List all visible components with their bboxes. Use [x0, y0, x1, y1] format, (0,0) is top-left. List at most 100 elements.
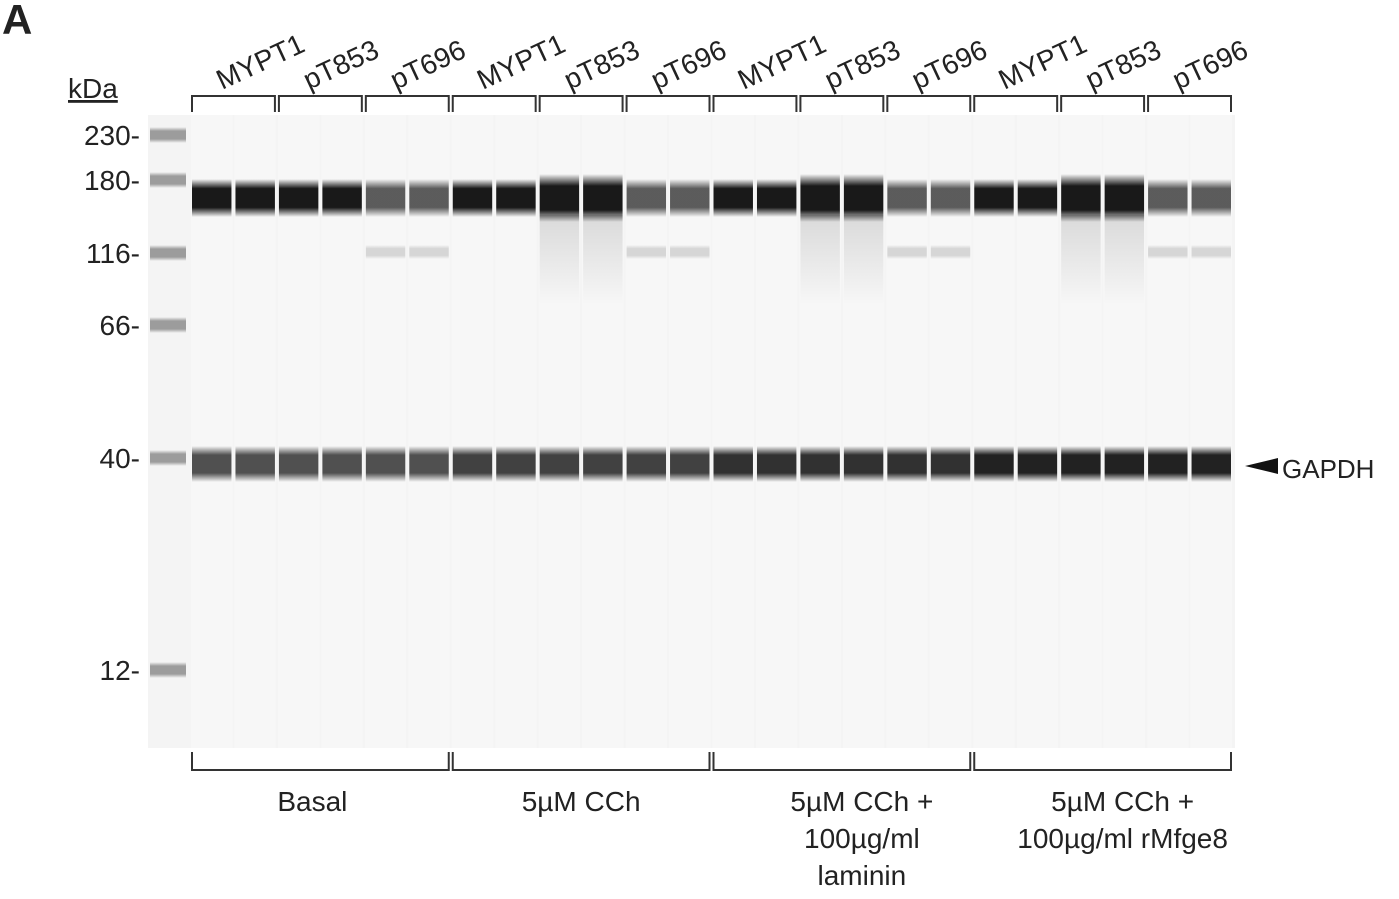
antibody-label: MYPT1	[472, 28, 570, 96]
ladder-band	[150, 662, 186, 678]
panel-label: A	[2, 0, 32, 43]
gapdh-band	[1017, 446, 1058, 482]
smear	[539, 215, 580, 305]
upper-band	[756, 179, 797, 217]
top-bracket	[886, 95, 972, 112]
group-label: 5µM CCh +	[1051, 786, 1194, 817]
antibody-label: pT696	[907, 34, 992, 96]
ladder-band	[150, 245, 186, 261]
ladder-band	[150, 317, 186, 333]
unit-label: kDa	[68, 73, 118, 104]
gapdh-band	[1104, 446, 1145, 482]
gapdh-band	[1191, 446, 1231, 482]
minor-band	[409, 245, 449, 259]
lane	[277, 115, 320, 748]
gapdh-arrow	[1245, 458, 1278, 474]
lane	[1190, 115, 1232, 748]
upper-band	[409, 179, 449, 217]
group-label: 100µg/ml	[804, 823, 920, 854]
minor-band	[887, 245, 927, 259]
marker-label: 40-	[100, 443, 140, 474]
gapdh-band	[626, 446, 667, 482]
lane	[1147, 115, 1189, 748]
upper-band	[452, 179, 493, 217]
bottom-bracket	[451, 752, 711, 771]
antibody-label: pT696	[385, 34, 470, 96]
bottom-bracket	[973, 752, 1232, 771]
upper-band	[713, 179, 753, 217]
smear	[583, 215, 623, 305]
lane	[234, 115, 276, 748]
lane	[712, 115, 754, 748]
band-label: GAPDH	[1282, 454, 1374, 484]
bottom-bracket	[191, 752, 450, 771]
gapdh-band	[192, 446, 232, 482]
lane	[1016, 115, 1059, 748]
gapdh-band	[800, 446, 840, 482]
antibody-label: pT853	[820, 34, 905, 96]
gapdh-band	[670, 446, 710, 482]
gapdh-band	[583, 446, 623, 482]
gapdh-band	[452, 446, 493, 482]
gapdh-band	[496, 446, 536, 482]
lane	[191, 115, 233, 748]
lane	[625, 115, 668, 748]
gapdh-band	[365, 446, 406, 482]
smear	[843, 215, 884, 305]
marker-label: 230-	[84, 120, 140, 151]
gapdh-band	[930, 446, 971, 482]
top-bracket	[277, 95, 363, 112]
bottom-bracket	[712, 752, 972, 771]
top-bracket	[712, 95, 798, 112]
minor-band	[1191, 245, 1231, 259]
gapdh-band	[1148, 446, 1188, 482]
upper-band	[800, 174, 840, 222]
upper-band	[192, 179, 232, 217]
lane	[973, 115, 1015, 748]
upper-band	[1061, 174, 1101, 222]
upper-band	[235, 179, 275, 217]
ladder-band	[150, 172, 186, 188]
gapdh-band	[409, 446, 449, 482]
marker-label: 66-	[100, 310, 140, 341]
antibody-label: MYPT1	[994, 28, 1092, 96]
gapdh-band	[756, 446, 797, 482]
upper-band	[365, 179, 406, 217]
upper-band	[322, 179, 362, 217]
group-label: laminin	[818, 860, 907, 891]
gapdh-band	[713, 446, 753, 482]
lane	[364, 115, 407, 748]
upper-band	[1104, 174, 1145, 222]
upper-band	[1017, 179, 1058, 217]
upper-band	[1148, 179, 1188, 217]
gapdh-band	[539, 446, 580, 482]
upper-band	[670, 179, 710, 217]
upper-band	[496, 179, 536, 217]
upper-band	[539, 174, 580, 222]
group-label: 5µM CCh +	[790, 786, 933, 817]
top-bracket	[451, 95, 537, 112]
upper-band	[887, 179, 927, 217]
group-label: 100µg/ml rMfge8	[1017, 823, 1228, 854]
upper-band	[1191, 179, 1231, 217]
smear	[1104, 215, 1145, 305]
top-bracket	[364, 95, 450, 112]
antibody-label: pT853	[298, 34, 383, 96]
top-bracket	[1060, 95, 1146, 112]
minor-band	[626, 245, 667, 259]
ladder-band	[150, 127, 186, 143]
lane	[495, 115, 537, 748]
lane	[451, 115, 494, 748]
top-bracket	[625, 95, 711, 112]
lane	[321, 115, 363, 748]
smear	[1061, 215, 1101, 305]
minor-band	[365, 245, 406, 259]
antibody-label: MYPT1	[733, 28, 831, 96]
gapdh-band	[278, 446, 319, 482]
top-bracket	[538, 95, 624, 112]
marker-label: 116-	[86, 238, 140, 269]
antibody-label: pT853	[559, 34, 644, 96]
lane	[408, 115, 450, 748]
